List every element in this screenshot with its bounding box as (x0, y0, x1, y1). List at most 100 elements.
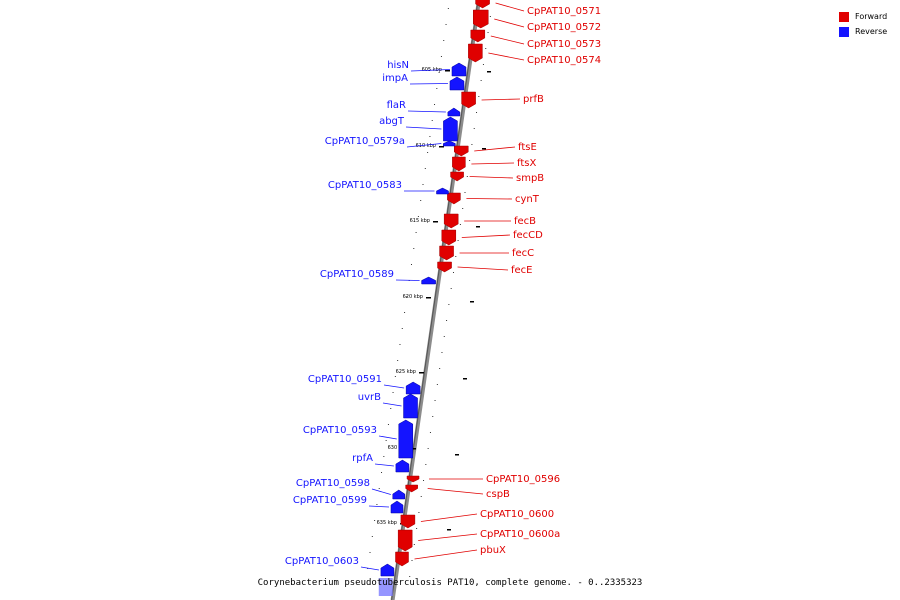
track-dot (411, 560, 413, 561)
genome-backbone (390, 0, 481, 600)
track-dot (369, 552, 371, 553)
gene-leader-line (471, 162, 515, 165)
reverse-gene (403, 393, 418, 419)
gene-leader-line (407, 110, 446, 113)
track-dot (425, 464, 427, 465)
reverse-gene (436, 187, 449, 195)
track-dot (432, 416, 434, 417)
track-dot (478, 96, 480, 97)
track-dot (462, 208, 464, 209)
reverse-gene (443, 116, 458, 142)
track-dot (441, 352, 443, 353)
forward-gene (395, 551, 409, 567)
forward-gene-label: ftsE (518, 142, 537, 153)
track-dot (464, 192, 466, 193)
gene-leader-line (382, 402, 402, 407)
track-dot (417, 216, 419, 217)
forward-gene (454, 145, 469, 157)
gene-leader-line (461, 234, 511, 238)
gene-leader-line (383, 384, 405, 389)
track-dot (420, 200, 422, 201)
track-dot (392, 392, 394, 393)
tick-mark (439, 146, 444, 148)
tick-mark (463, 378, 467, 380)
forward-gene (468, 43, 483, 63)
gene-leader-line (410, 69, 451, 72)
reverse-gene-label: CpPAT10_0598 (296, 478, 370, 489)
reverse-gene (451, 62, 467, 77)
tick-label: 635 kbp (377, 520, 397, 526)
track-dot (457, 240, 459, 241)
reverse-gene-label: CpPAT10_0599 (293, 495, 367, 506)
gene-leader-line (457, 266, 509, 271)
forward-gene (470, 29, 486, 43)
reverse-gene-label: CpPAT10_0579a (325, 136, 405, 147)
gene-leader-line (368, 505, 390, 508)
reverse-gene-label: CpPAT10_0583 (328, 180, 402, 191)
reverse-gene (443, 140, 456, 147)
track-dot (431, 120, 433, 121)
track-dot (378, 488, 380, 489)
gene-leader-line (409, 83, 448, 85)
track-dot (394, 376, 396, 377)
reverse-gene (392, 489, 406, 500)
track-dot (397, 360, 399, 361)
forward-gene-label: CpPAT10_0573 (527, 39, 601, 50)
track-dot (427, 448, 429, 449)
forward-gene (452, 156, 466, 172)
gene-leader-line (420, 513, 478, 522)
track-dot (429, 136, 431, 137)
track-dot (409, 576, 411, 577)
track-dot (436, 384, 438, 385)
track-dot (473, 128, 475, 129)
forward-gene-label: CpPAT10_0572 (527, 22, 601, 33)
track-dot (422, 184, 424, 185)
track-dot (439, 368, 441, 369)
forward-gene-label: fecC (512, 248, 534, 259)
tick-mark (476, 226, 480, 228)
track-dot (406, 296, 408, 297)
forward-gene (405, 484, 418, 493)
track-dot (485, 48, 487, 49)
track-dot (374, 520, 376, 521)
track-dot (452, 272, 454, 273)
forward-gene (397, 529, 413, 552)
track-dot (427, 152, 429, 153)
tick-mark (447, 529, 451, 531)
track-dot (438, 72, 440, 73)
track-dot (429, 432, 431, 433)
track-dot (413, 248, 415, 249)
track-dot (443, 336, 445, 337)
reverse-gene-label: hisN (387, 60, 409, 71)
reverse-gene-label: uvrB (358, 392, 381, 403)
gene-leader-line (469, 176, 514, 179)
track-dot (450, 288, 452, 289)
forward-gene (406, 475, 420, 483)
track-dot (390, 408, 392, 409)
track-dot (416, 528, 418, 529)
forward-gene-label: CpPAT10_0600a (480, 529, 560, 540)
forward-gene-label: prfB (523, 94, 544, 105)
reverse-gene-label: abgT (379, 116, 405, 127)
reverse-gene-label: CpPAT10_0593 (303, 425, 377, 436)
track-dot (482, 64, 484, 65)
forward-gene (450, 171, 464, 182)
forward-gene (475, 0, 490, 9)
track-dot (489, 16, 491, 17)
track-dot (448, 304, 450, 305)
track-dot (385, 440, 387, 441)
tick-label: 620 kbp (403, 294, 423, 300)
track-dot (434, 400, 436, 401)
gene-leader-line (427, 488, 484, 495)
gene-leader-line (488, 52, 525, 61)
forward-gene-label: CpPAT10_0596 (486, 474, 560, 485)
track-dot (447, 8, 449, 9)
tick-mark (433, 221, 438, 223)
track-dot (423, 480, 425, 481)
forward-gene-label: smpB (516, 173, 544, 184)
track-dot (446, 320, 448, 321)
track-dot (459, 224, 461, 225)
legend-forward-label: Forward (855, 12, 888, 21)
track-dot (418, 512, 420, 513)
